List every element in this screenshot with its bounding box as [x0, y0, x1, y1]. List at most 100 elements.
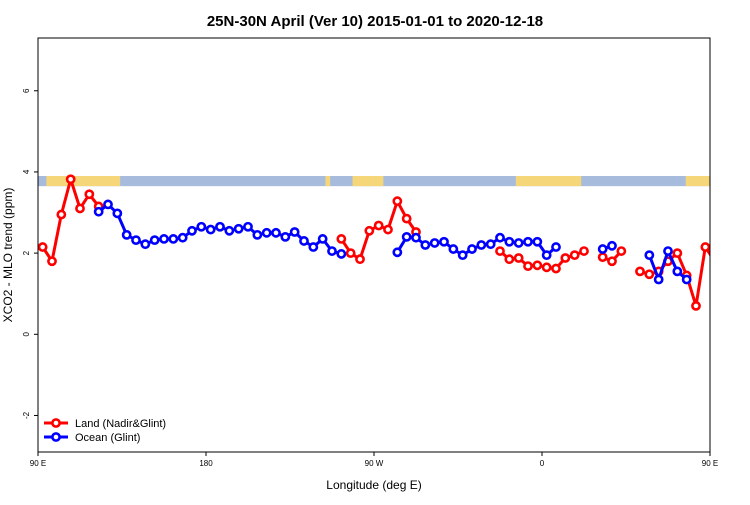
data-point — [644, 250, 655, 261]
x-tick-label: 90 E — [702, 459, 718, 468]
data-point — [504, 254, 515, 265]
data-point — [336, 234, 347, 244]
data-point — [345, 248, 356, 259]
data-point — [513, 253, 524, 263]
data-point — [261, 227, 272, 238]
data-point — [168, 234, 179, 244]
series-line — [639, 245, 710, 308]
data-point — [485, 239, 496, 250]
data-point — [541, 262, 552, 273]
data-point — [289, 227, 300, 237]
data-point — [560, 253, 571, 263]
data-point — [299, 236, 309, 246]
data-point — [467, 244, 477, 254]
data-point — [504, 236, 515, 247]
legend: Land (Nadir&Glint) Ocean (Glint) — [44, 418, 166, 444]
plot-area — [38, 174, 750, 311]
x-tick-label: 90 E — [30, 459, 46, 468]
data-point — [392, 196, 403, 207]
data-point — [579, 246, 589, 256]
land-band-segment — [515, 176, 582, 187]
data-point — [709, 259, 710, 263]
data-point — [681, 274, 692, 285]
y-tick-label: 0 — [22, 332, 31, 337]
legend-label: Land (Nadir&Glint) — [75, 418, 166, 430]
data-point — [38, 242, 48, 252]
legend-marker — [51, 418, 61, 428]
data-point — [523, 261, 533, 272]
data-point — [513, 238, 524, 248]
x-tick-label: 0 — [540, 459, 545, 468]
data-point — [635, 266, 645, 277]
data-point — [252, 229, 263, 240]
data-point — [103, 199, 113, 210]
data-point — [457, 250, 468, 261]
data-point — [84, 189, 95, 200]
data-point — [392, 247, 403, 258]
data-point — [523, 236, 533, 247]
x-tick-label: 90 W — [365, 459, 384, 468]
data-point — [47, 256, 57, 267]
data-point — [672, 248, 683, 259]
land-band-segment — [325, 176, 331, 187]
data-point — [653, 274, 664, 285]
data-point — [56, 209, 67, 220]
data-point — [532, 260, 543, 271]
data-point — [131, 235, 141, 246]
data-point — [541, 250, 552, 261]
data-point — [616, 246, 627, 256]
x-axis-label: Longitude (deg E) — [326, 478, 421, 492]
data-point — [383, 224, 393, 235]
data-point — [672, 266, 683, 277]
data-point — [121, 229, 132, 240]
data-point — [196, 221, 207, 232]
data-point — [159, 234, 169, 244]
data-point — [720, 211, 727, 218]
data-point — [411, 232, 421, 243]
data-point — [215, 221, 225, 232]
land-band-segment — [352, 176, 384, 187]
data-point — [644, 269, 655, 280]
data-point — [597, 252, 608, 263]
y-axis-label: XCO2 - MLO trend (ppm) — [1, 188, 15, 323]
data-point — [569, 250, 580, 261]
land-band-segment — [685, 176, 710, 187]
data-point — [233, 223, 244, 234]
y-tick-label: -2 — [22, 411, 31, 419]
ocean-series — [93, 199, 692, 285]
data-point — [597, 244, 608, 254]
data-point — [429, 238, 440, 248]
data-point — [691, 300, 701, 311]
data-point — [495, 232, 505, 243]
data-point — [448, 244, 459, 254]
legend-marker — [51, 432, 61, 442]
data-point — [308, 242, 319, 252]
data-point — [730, 176, 737, 183]
data-point — [551, 263, 561, 274]
data-point — [317, 234, 328, 244]
data-point — [364, 225, 375, 236]
data-point — [663, 246, 673, 256]
data-point — [224, 225, 235, 236]
data-point — [700, 242, 710, 252]
data-point — [401, 231, 412, 242]
data-point — [187, 225, 197, 236]
data-point — [280, 231, 291, 242]
data-point — [607, 240, 617, 251]
data-point — [149, 235, 160, 246]
land-band-segment — [46, 176, 121, 187]
data-point — [476, 240, 487, 250]
data-point — [739, 205, 746, 212]
data-point — [243, 221, 253, 232]
legend-label: Ocean (Glint) — [75, 432, 140, 444]
data-point — [401, 213, 412, 224]
data-point — [205, 224, 216, 235]
data-point — [355, 254, 365, 265]
y-tick-label: 2 — [22, 250, 31, 255]
y-tick-label: 6 — [22, 88, 31, 93]
data-point — [327, 246, 337, 256]
data-point — [75, 203, 85, 214]
data-point — [177, 232, 188, 243]
land-band-segment — [718, 176, 750, 186]
